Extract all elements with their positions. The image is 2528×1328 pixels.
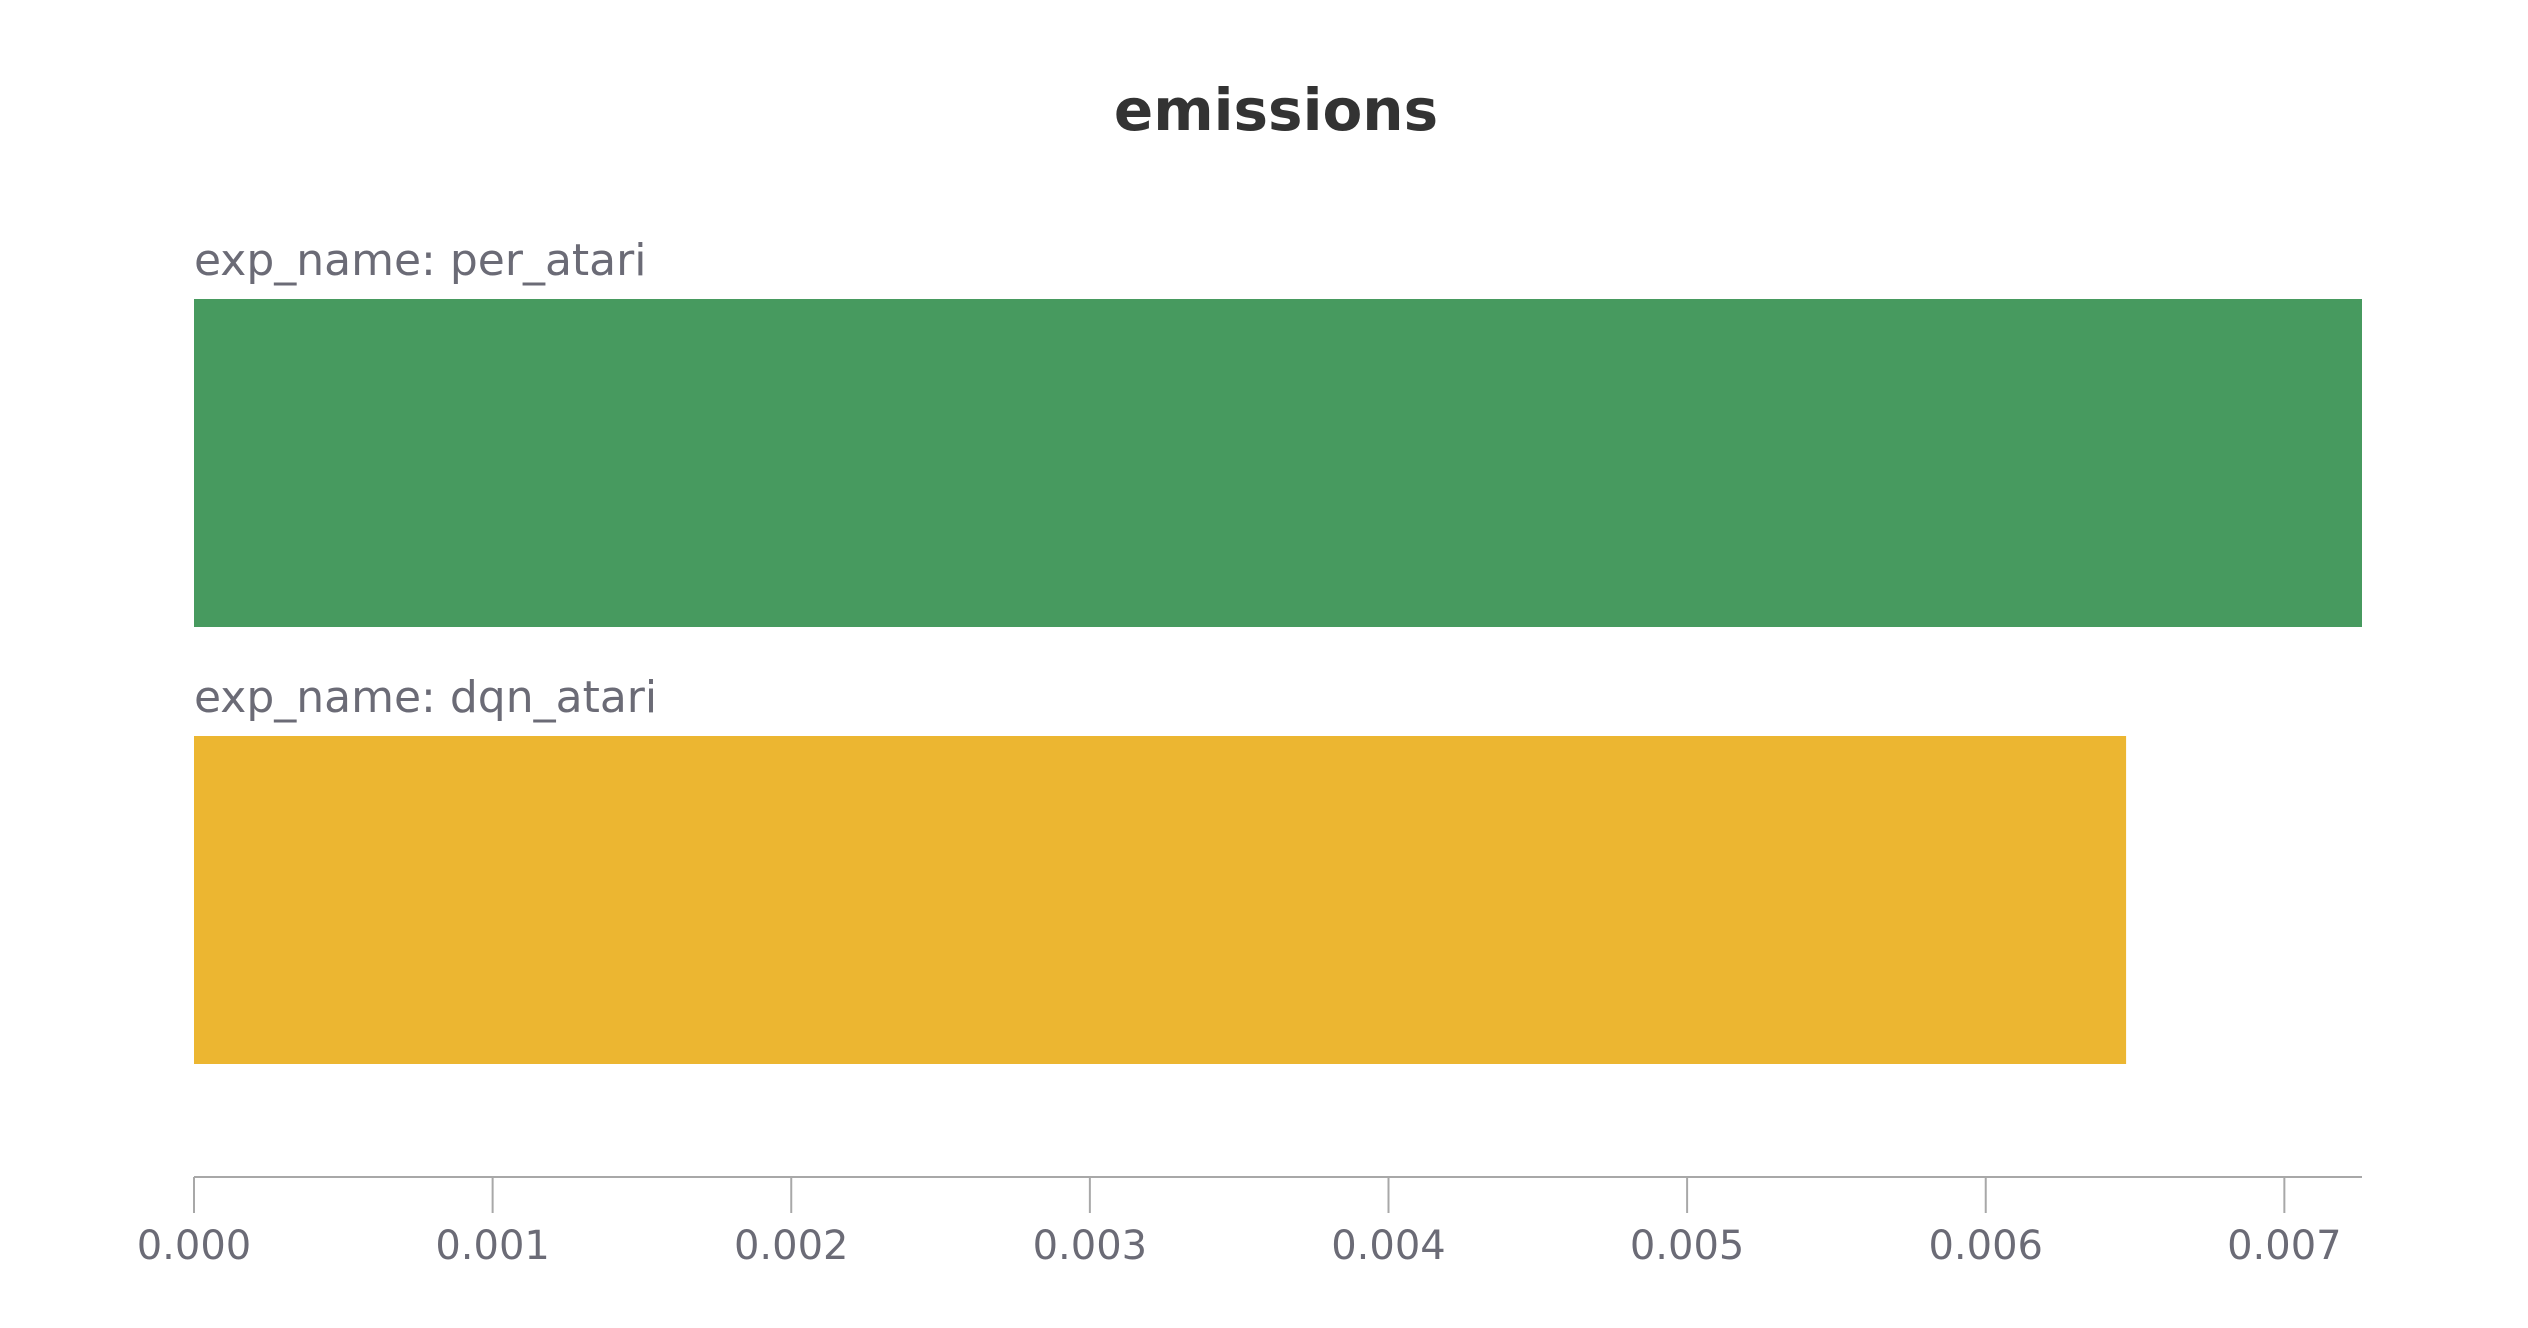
- x-tick-label: 0.006: [1928, 1223, 2043, 1269]
- bars-layer: exp_name: per_atari exp_name: dqn_atari: [194, 235, 2362, 1064]
- x-tick-label: 0.007: [2227, 1223, 2342, 1269]
- bar-label: exp_name: dqn_atari: [194, 672, 657, 723]
- chart-title: emissions: [1114, 76, 1438, 144]
- bar[interactable]: [194, 299, 2362, 627]
- x-tick-label: 0.002: [734, 1223, 849, 1269]
- bar-label: exp_name: per_atari: [194, 235, 646, 286]
- x-axis: 0.000 0.001 0.002 0.003 0.004 0.005 0.006 0.007: [137, 1176, 2362, 1269]
- bar[interactable]: [194, 736, 2127, 1064]
- x-tick-label: 0.005: [1630, 1223, 1745, 1269]
- x-tick-label: 0.003: [1033, 1223, 1148, 1269]
- x-tick-label: 0.001: [435, 1223, 550, 1269]
- x-tick-label: 0.004: [1331, 1223, 1446, 1269]
- x-tick-label: 0.000: [137, 1223, 252, 1269]
